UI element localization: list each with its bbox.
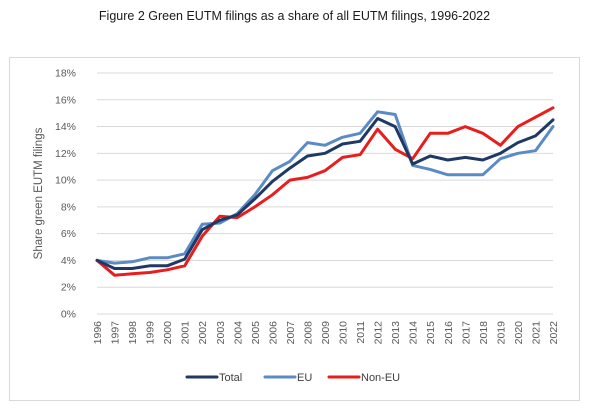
x-tick-label: 2009 bbox=[320, 321, 332, 345]
x-tick-label: 2017 bbox=[460, 321, 472, 345]
x-tick-label: 2014 bbox=[408, 321, 420, 345]
x-tick-label: 1997 bbox=[110, 321, 122, 345]
y-tick-label: 18% bbox=[55, 68, 76, 80]
x-tick-label: 2005 bbox=[250, 321, 262, 345]
legend-label: EU bbox=[297, 372, 312, 384]
x-tick-label: 1999 bbox=[145, 321, 157, 345]
x-tick-label: 1998 bbox=[127, 321, 139, 345]
x-tick-label: 2015 bbox=[425, 321, 437, 345]
legend-label: Non-EU bbox=[361, 372, 400, 384]
y-tick-label: 8% bbox=[61, 201, 76, 213]
y-axis-label: Share green EUTM filings bbox=[33, 127, 45, 259]
x-tick-label: 2002 bbox=[197, 321, 209, 345]
x-tick-label: 2020 bbox=[513, 321, 525, 345]
x-axis-ticks: 1996 1997 1998 1999 2000 2001 2002 2003 2004 2005… bbox=[92, 321, 560, 345]
y-tick-label: 4% bbox=[61, 255, 76, 267]
figure-title: Figure 2 Green EUTM filings as a share o… bbox=[98, 9, 491, 23]
y-tick-label: 16% bbox=[55, 94, 76, 106]
x-tick-label: 2001 bbox=[180, 321, 192, 345]
y-tick-label: 10% bbox=[55, 175, 76, 187]
x-tick-label: 2008 bbox=[302, 321, 314, 345]
series-line-total bbox=[95, 117, 555, 270]
x-tick-label: 2021 bbox=[530, 321, 542, 345]
x-tick-label: 2013 bbox=[390, 321, 402, 345]
y-tick-label: 0% bbox=[61, 309, 76, 321]
x-tick-label: 2011 bbox=[355, 321, 367, 344]
chart-frame bbox=[9, 57, 580, 401]
x-tick-label: 2022 bbox=[548, 321, 560, 345]
grid-lines bbox=[97, 72, 553, 315]
x-tick-label: 2012 bbox=[373, 321, 385, 345]
x-tick-label: 2018 bbox=[478, 321, 490, 345]
x-tick-label: 2007 bbox=[285, 321, 297, 345]
series-line-eu bbox=[95, 110, 555, 265]
x-tick-label: 2010 bbox=[338, 321, 350, 345]
y-axis-ticks: 0% 2% 4% 6% 8% 10% 12% 14% 16% 18% bbox=[55, 68, 76, 321]
series-lines bbox=[95, 106, 555, 277]
x-tick-label: 2003 bbox=[215, 321, 227, 345]
y-tick-label: 12% bbox=[55, 148, 76, 160]
legend: Total EU Non-EU bbox=[185, 372, 400, 384]
x-tick-label: 1996 bbox=[92, 321, 104, 345]
series-line-non-eu bbox=[95, 106, 555, 277]
y-tick-label: 14% bbox=[55, 121, 76, 133]
x-tick-label: 2000 bbox=[162, 321, 174, 345]
y-tick-label: 2% bbox=[61, 282, 76, 294]
legend-label: Total bbox=[219, 372, 242, 384]
y-tick-label: 6% bbox=[61, 228, 76, 240]
x-tick-label: 2016 bbox=[443, 321, 455, 345]
x-tick-label: 2019 bbox=[495, 321, 507, 345]
x-tick-label: 2004 bbox=[232, 321, 244, 345]
x-tick-label: 2006 bbox=[267, 321, 279, 345]
